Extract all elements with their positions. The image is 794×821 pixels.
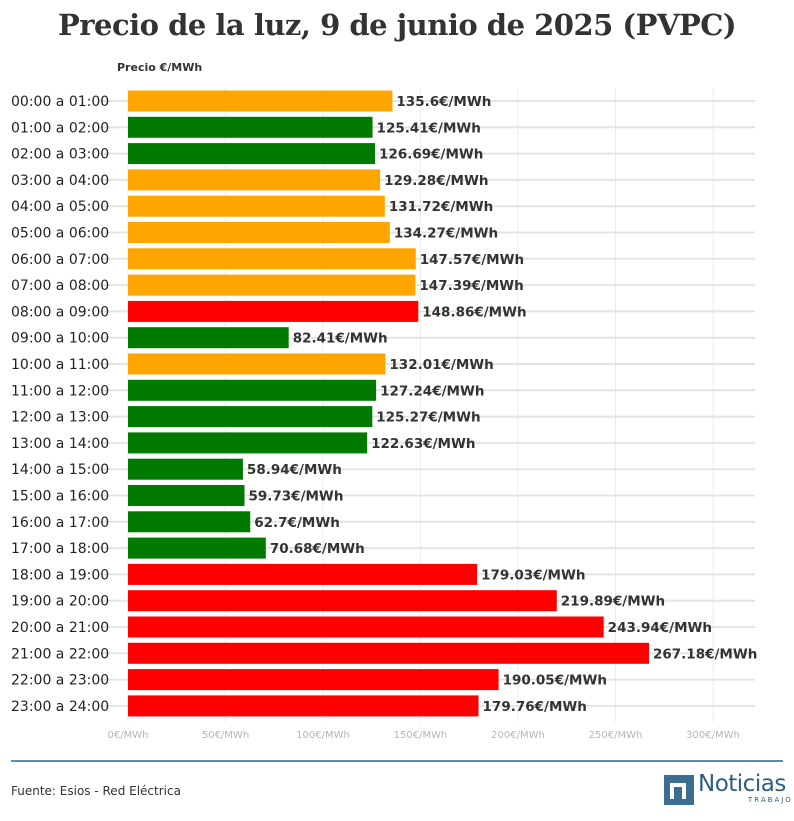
data-label: 125.41€/MWh bbox=[377, 120, 481, 136]
x-tick-label: 250€/MWh bbox=[589, 730, 643, 741]
data-label: 147.39€/MWh bbox=[419, 278, 523, 294]
bar bbox=[128, 248, 416, 270]
bar bbox=[128, 590, 557, 612]
category-label: 21:00 a 22:00 bbox=[11, 646, 109, 662]
x-tick-label: 200€/MWh bbox=[491, 730, 545, 741]
data-label: 125.27€/MWh bbox=[376, 410, 480, 426]
bar bbox=[128, 406, 373, 428]
category-label: 02:00 a 03:00 bbox=[11, 147, 109, 163]
bar bbox=[128, 327, 289, 349]
x-tick-label: 50€/MWh bbox=[202, 730, 249, 741]
bar bbox=[128, 300, 419, 322]
category-label: 07:00 a 08:00 bbox=[11, 278, 109, 294]
category-label: 12:00 a 13:00 bbox=[11, 410, 109, 426]
source-text: Fuente: Esios - Red Eléctrica bbox=[11, 784, 181, 798]
bar bbox=[128, 537, 266, 559]
category-label: 15:00 a 16:00 bbox=[11, 489, 109, 505]
category-label: 14:00 a 15:00 bbox=[11, 462, 109, 478]
x-tick-label: 100€/MWh bbox=[296, 730, 350, 741]
category-label: 13:00 a 14:00 bbox=[11, 436, 109, 452]
bar bbox=[128, 143, 376, 165]
x-tick-label: 300€/MWh bbox=[686, 730, 740, 741]
bar bbox=[128, 116, 373, 138]
category-label: 22:00 a 23:00 bbox=[11, 673, 109, 689]
bar bbox=[128, 195, 385, 217]
category-label: 19:00 a 20:00 bbox=[11, 594, 109, 610]
footer-divider bbox=[11, 760, 783, 762]
bar bbox=[128, 669, 499, 691]
chart-title: Precio de la luz, 9 de junio de 2025 (PV… bbox=[57, 8, 737, 42]
category-label: 17:00 a 18:00 bbox=[11, 541, 109, 557]
data-label: 126.69€/MWh bbox=[379, 147, 483, 163]
data-label: 82.41€/MWh bbox=[293, 331, 388, 347]
data-label: 127.24€/MWh bbox=[380, 383, 484, 399]
category-label: 18:00 a 19:00 bbox=[11, 567, 109, 583]
bar bbox=[128, 695, 479, 717]
data-label: 122.63€/MWh bbox=[371, 436, 475, 452]
bar bbox=[128, 379, 377, 401]
category-label: 01:00 a 02:00 bbox=[11, 120, 109, 136]
category-label: 11:00 a 12:00 bbox=[11, 383, 109, 399]
logo-mark-icon bbox=[664, 775, 694, 805]
data-label: 132.01€/MWh bbox=[389, 357, 493, 373]
data-label: 148.86€/MWh bbox=[422, 304, 526, 320]
bar bbox=[128, 169, 381, 191]
data-label: 179.03€/MWh bbox=[481, 567, 585, 583]
category-label: 08:00 a 09:00 bbox=[11, 304, 109, 320]
logo-sub: TRABAJO bbox=[748, 796, 793, 804]
data-label: 70.68€/MWh bbox=[270, 541, 365, 557]
category-label: 04:00 a 05:00 bbox=[11, 199, 109, 215]
x-tick-label: 150€/MWh bbox=[394, 730, 448, 741]
category-label: 00:00 a 01:00 bbox=[11, 94, 109, 110]
axis-label: Precio €/MWh bbox=[117, 61, 203, 74]
bar bbox=[128, 222, 390, 243]
data-label: 147.57€/MWh bbox=[420, 252, 524, 268]
data-label: 243.94€/MWh bbox=[608, 620, 712, 636]
bar bbox=[128, 511, 251, 533]
bar bbox=[128, 485, 245, 506]
bar bbox=[128, 274, 416, 296]
logo-word: Noticias bbox=[698, 771, 786, 797]
data-label: 135.6€/MWh bbox=[396, 94, 491, 110]
data-label: 59.73€/MWh bbox=[248, 489, 343, 505]
category-label: 23:00 a 24:00 bbox=[11, 699, 109, 715]
data-label: 131.72€/MWh bbox=[389, 199, 493, 215]
data-label: 179.76€/MWh bbox=[483, 699, 587, 715]
bar bbox=[128, 432, 368, 454]
category-label: 10:00 a 11:00 bbox=[11, 357, 109, 373]
bar-chart: 00:00 a 01:00 135.6€/MWh 01:00 a 02:00 125.… bbox=[11, 88, 757, 741]
data-label: 62.7€/MWh bbox=[254, 515, 340, 531]
bar bbox=[128, 616, 604, 638]
data-label: 219.89€/MWh bbox=[561, 594, 665, 610]
bar bbox=[128, 642, 650, 664]
bar bbox=[128, 353, 386, 375]
data-label: 267.18€/MWh bbox=[653, 646, 757, 662]
data-label: 58.94€/MWh bbox=[247, 462, 342, 478]
bar bbox=[128, 458, 243, 480]
category-label: 03:00 a 04:00 bbox=[11, 173, 109, 189]
category-label: 06:00 a 07:00 bbox=[11, 252, 109, 268]
brand-logo: Noticias TRABAJO bbox=[664, 771, 791, 807]
category-label: 09:00 a 10:00 bbox=[11, 331, 109, 347]
data-label: 134.27€/MWh bbox=[394, 226, 498, 242]
bar bbox=[128, 563, 478, 585]
bar bbox=[128, 90, 393, 112]
data-label: 129.28€/MWh bbox=[384, 173, 488, 189]
data-label: 190.05€/MWh bbox=[503, 673, 607, 689]
category-label: 16:00 a 17:00 bbox=[11, 515, 109, 531]
category-label: 05:00 a 06:00 bbox=[11, 226, 109, 242]
category-label: 20:00 a 21:00 bbox=[11, 620, 109, 636]
x-tick-label: 0€/MWh bbox=[108, 730, 149, 741]
